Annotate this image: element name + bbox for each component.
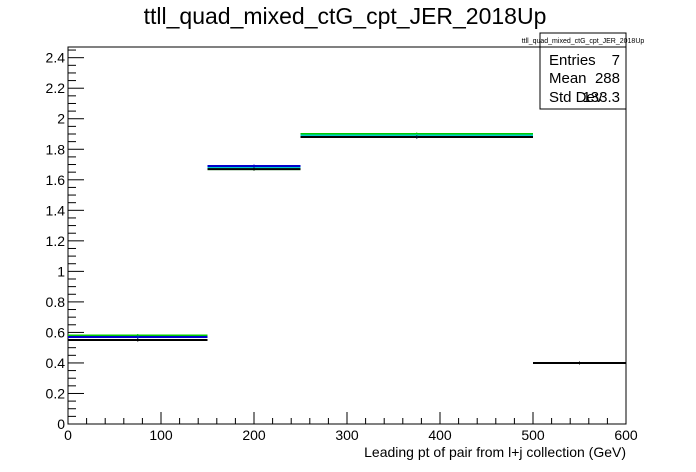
y-tick-label: 0.4	[46, 355, 66, 371]
x-tick-label: 0	[64, 427, 72, 443]
y-tick-label: 1.8	[46, 141, 66, 157]
stats-box-title: ttll_quad_mixed_ctG_cpt_JER_2018Up	[522, 38, 645, 45]
stats-box: ttll_quad_mixed_ctG_cpt_JER_2018Up Entri…	[522, 32, 645, 110]
x-axis-label: Leading pt of pair from l+j collection (…	[364, 444, 626, 460]
y-axis: 0 0.2 0.4 0.6 0.8 1 1.2 1.4 1.6 1.8 2 2.2 2.4	[46, 49, 84, 432]
y-tick-label: 2.4	[46, 50, 66, 66]
x-axis: 0 100 200 300 400 500 600	[64, 412, 638, 443]
x-tick-label: 100	[149, 427, 173, 443]
x-tick-label: 500	[521, 427, 545, 443]
y-tick-label: 1.4	[46, 202, 66, 218]
y-tick-label: 0.2	[46, 385, 66, 401]
series-0	[68, 133, 626, 364]
y-tick-label: 1	[57, 263, 65, 279]
x-tick-label: 600	[614, 427, 638, 443]
y-tick-label: 0.6	[46, 324, 66, 340]
stats-value-std-dev: 133.3	[582, 89, 620, 106]
x-tick-label: 200	[242, 427, 266, 443]
y-tick-label: 2.2	[46, 80, 66, 96]
stats-label-entries: Entries	[549, 52, 596, 69]
x-tick-label: 400	[428, 427, 452, 443]
stats-value-mean: 288	[595, 70, 620, 87]
stats-label-mean: Mean	[549, 70, 587, 87]
y-tick-label: 0	[57, 416, 65, 432]
series-1	[68, 134, 626, 364]
y-tick-label: 1.6	[46, 172, 66, 188]
stats-box-frame	[539, 32, 627, 110]
stats-value-entries: 7	[612, 52, 620, 69]
series-3	[68, 136, 626, 364]
x-tick-label: 300	[335, 427, 359, 443]
y-tick-label: 1.2	[46, 233, 66, 249]
y-tick-label: 0.8	[46, 294, 66, 310]
series-layer	[68, 132, 626, 365]
stats-label-std-dev: Std Dev	[549, 89, 603, 106]
y-tick-label: 2	[57, 111, 65, 127]
series-2	[68, 136, 626, 364]
chart-title: ttll_quad_mixed_ctG_cpt_JER_2018Up	[144, 3, 547, 29]
